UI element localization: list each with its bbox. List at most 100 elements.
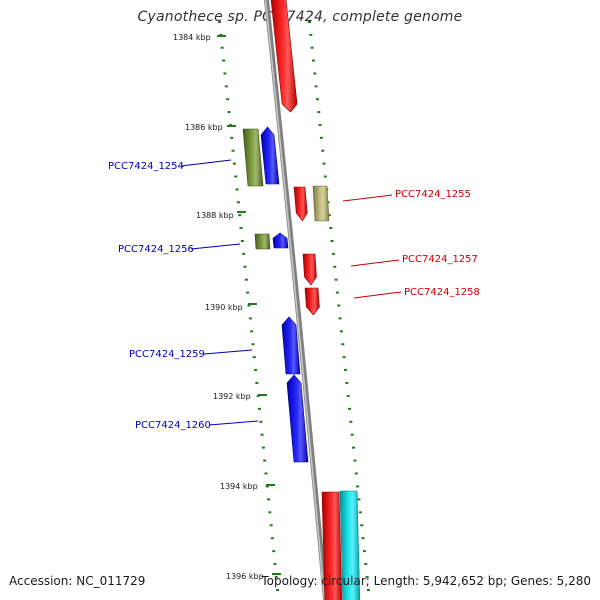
genome-summary-text: Topology: circular; Length: 5,942,652 bp… <box>261 574 591 588</box>
inner-scale-dot <box>236 201 240 204</box>
outer-scale-dot <box>333 265 337 268</box>
outer-scale-dot <box>327 214 331 217</box>
scale-tick-label: 1394 kbp <box>220 482 258 491</box>
inner-scale-dot <box>272 550 276 553</box>
gene-label-leader <box>353 291 402 299</box>
reverse-gene-feature <box>254 233 271 250</box>
gene-label: PCC7424_1259 <box>129 349 205 360</box>
inner-scale-dot <box>239 227 243 230</box>
outer-scale-dot <box>367 589 370 591</box>
outer-scale-dot <box>356 485 360 488</box>
outer-scale-dot <box>311 59 315 62</box>
outer-scale-dot <box>318 123 322 126</box>
gene-label: PCC7424_1257 <box>402 254 478 265</box>
outer-scale-dot <box>361 537 365 540</box>
forward-gene-feature <box>321 491 343 600</box>
outer-scale-dot <box>353 459 357 462</box>
scale-tick-label: 1392 kbp <box>213 392 251 401</box>
gene-label: PCC7424_1256 <box>118 244 194 255</box>
inner-scale-dot <box>265 485 269 488</box>
outer-scale-dot <box>341 343 345 346</box>
outer-scale-dot <box>321 149 325 152</box>
outer-scale-dot <box>358 511 362 514</box>
scale-tick-label: 1390 kbp <box>205 303 243 312</box>
forward-gene-feature <box>293 186 308 222</box>
inner-scale-dot <box>248 317 252 320</box>
inner-scale-dot <box>274 576 278 579</box>
inner-scale-dot <box>261 446 265 449</box>
inner-scale-dot <box>220 46 224 49</box>
forward-gene-feature <box>304 287 320 316</box>
inner-scale-dot <box>234 175 238 178</box>
inner-scale-dot <box>243 265 247 268</box>
gene-label-leader <box>203 349 253 355</box>
inner-scale-dot <box>223 72 227 75</box>
inner-scale-dot <box>269 524 273 527</box>
inner-scale-dot <box>264 472 268 475</box>
reverse-gene-feature <box>281 316 301 375</box>
gene-label: PCC7424_1258 <box>404 287 480 298</box>
outer-scale-dot <box>319 136 323 139</box>
gene-label-leader <box>350 259 400 267</box>
inner-scale-dot <box>232 162 236 165</box>
inner-scale-dot <box>242 252 246 255</box>
inner-scale-dot <box>255 381 259 384</box>
inner-scale-dot <box>257 407 261 410</box>
inner-scale-dot <box>244 278 248 281</box>
inner-scale-dot <box>260 433 264 436</box>
inner-scale-dot <box>224 85 228 88</box>
outer-scale-dot <box>330 239 334 242</box>
inner-scale-dot <box>238 214 242 217</box>
outer-scale-dot <box>314 85 318 88</box>
inner-scale-dot <box>227 111 231 114</box>
outer-scale-dot <box>365 576 369 579</box>
outer-scale-dot <box>345 381 349 384</box>
outer-scale-dot <box>357 498 361 501</box>
genome-backbone-highlight <box>264 0 326 600</box>
genome-backbone <box>264 0 329 600</box>
inner-scale-dot <box>218 21 221 23</box>
inner-scale-dot <box>254 369 258 372</box>
outer-scale-dot <box>335 291 339 294</box>
inner-scale-dot <box>267 498 271 501</box>
outer-scale-dot <box>323 175 327 178</box>
scale-tick-label: 1384 kbp <box>173 33 211 42</box>
outer-scale-dot <box>350 433 354 436</box>
outer-scale-dot <box>322 162 326 165</box>
forward-gene-feature <box>339 490 361 600</box>
inner-scale-dot <box>246 291 250 294</box>
outer-scale-dot <box>360 524 364 527</box>
inner-scale-dot <box>219 33 223 36</box>
forward-gene-feature <box>302 253 317 286</box>
outer-scale-dot <box>339 330 343 333</box>
outer-scale-dot <box>346 394 350 397</box>
inner-scale-dot <box>251 343 255 346</box>
inner-scale-dot <box>263 459 267 462</box>
outer-scale-dot <box>348 407 352 410</box>
inner-scale-dot <box>276 589 279 591</box>
reverse-gene-feature <box>286 374 309 463</box>
gene-label: PCC7424_1255 <box>395 189 471 200</box>
scale-tick-label: 1386 kbp <box>185 123 223 132</box>
inner-scale-dot <box>230 136 234 139</box>
outer-scale-dot <box>331 252 335 255</box>
reverse-gene-feature <box>260 126 280 185</box>
scale-tick-label: 1388 kbp <box>196 211 234 220</box>
gene-label: PCC7424_1260 <box>135 420 211 431</box>
inner-scale-dot <box>268 511 272 514</box>
outer-scale-dot <box>334 278 338 281</box>
gene-label: PCC7424_1254 <box>108 161 184 172</box>
gene-label-leader <box>208 420 259 426</box>
forward-gene-feature <box>312 185 330 222</box>
outer-scale-dot <box>310 46 314 49</box>
inner-scale-dot <box>222 59 226 62</box>
outer-scale-dot <box>343 369 347 372</box>
outer-scale-dot <box>352 446 356 449</box>
outer-scale-dot <box>309 33 313 36</box>
inner-scale-dot <box>235 188 239 191</box>
gene-label-leader <box>180 159 232 167</box>
outer-scale-dot <box>329 227 333 230</box>
outer-scale-dot <box>308 21 311 23</box>
accession-text: Accession: NC_011729 <box>9 574 146 588</box>
